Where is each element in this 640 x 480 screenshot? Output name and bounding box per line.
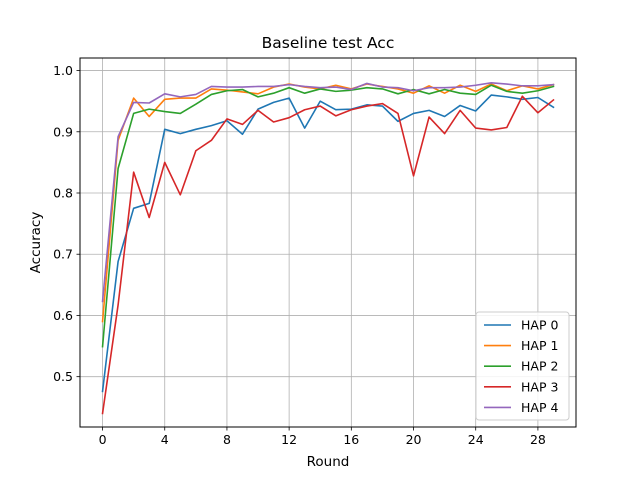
legend-label-hap-1: HAP 1 (521, 338, 558, 353)
x-tick-label: 24 (468, 432, 484, 447)
legend-label-hap-4: HAP 4 (521, 400, 558, 415)
x-tick-label: 20 (406, 432, 422, 447)
legend-label-hap-0: HAP 0 (521, 318, 558, 333)
series-line-hap-2 (101, 84, 555, 348)
x-tick-label: 4 (161, 432, 169, 447)
plot-frame (79, 57, 577, 428)
x-tick-label: 0 (99, 432, 107, 447)
legend: HAP 0 HAP 1 HAP 2 HAP 3 HAP 4 (475, 311, 570, 421)
y-tick-label: 0.9 (53, 124, 73, 139)
series-line-hap-3 (101, 95, 555, 415)
y-tick-label: 0.7 (53, 247, 73, 262)
series-lines (101, 82, 555, 415)
x-tick-label: 28 (530, 432, 546, 447)
y-tick-label: 0.6 (53, 308, 73, 323)
legend-label-hap-3: HAP 3 (521, 379, 558, 394)
x-tick-label: 12 (281, 432, 297, 447)
x-tick-label: 16 (343, 432, 359, 447)
chart-title: Baseline test Acc (262, 34, 395, 52)
legend-label-hap-2: HAP 2 (521, 359, 558, 374)
axis-ticks: 0 4 8 12 16 20 24 28 0.5 0.6 0.7 0.8 0.9 1.0 (53, 63, 546, 447)
y-tick-label: 1.0 (53, 63, 73, 78)
y-tick-label: 0.8 (53, 186, 73, 201)
series-line-hap-4 (101, 82, 555, 303)
x-tick-label: 8 (223, 432, 231, 447)
y-tick-label: 0.5 (53, 369, 73, 384)
legend-box (475, 311, 570, 421)
series-line-hap-0 (101, 94, 555, 393)
y-axis-title: Accuracy (28, 212, 44, 274)
x-axis-title: Round (307, 454, 350, 470)
